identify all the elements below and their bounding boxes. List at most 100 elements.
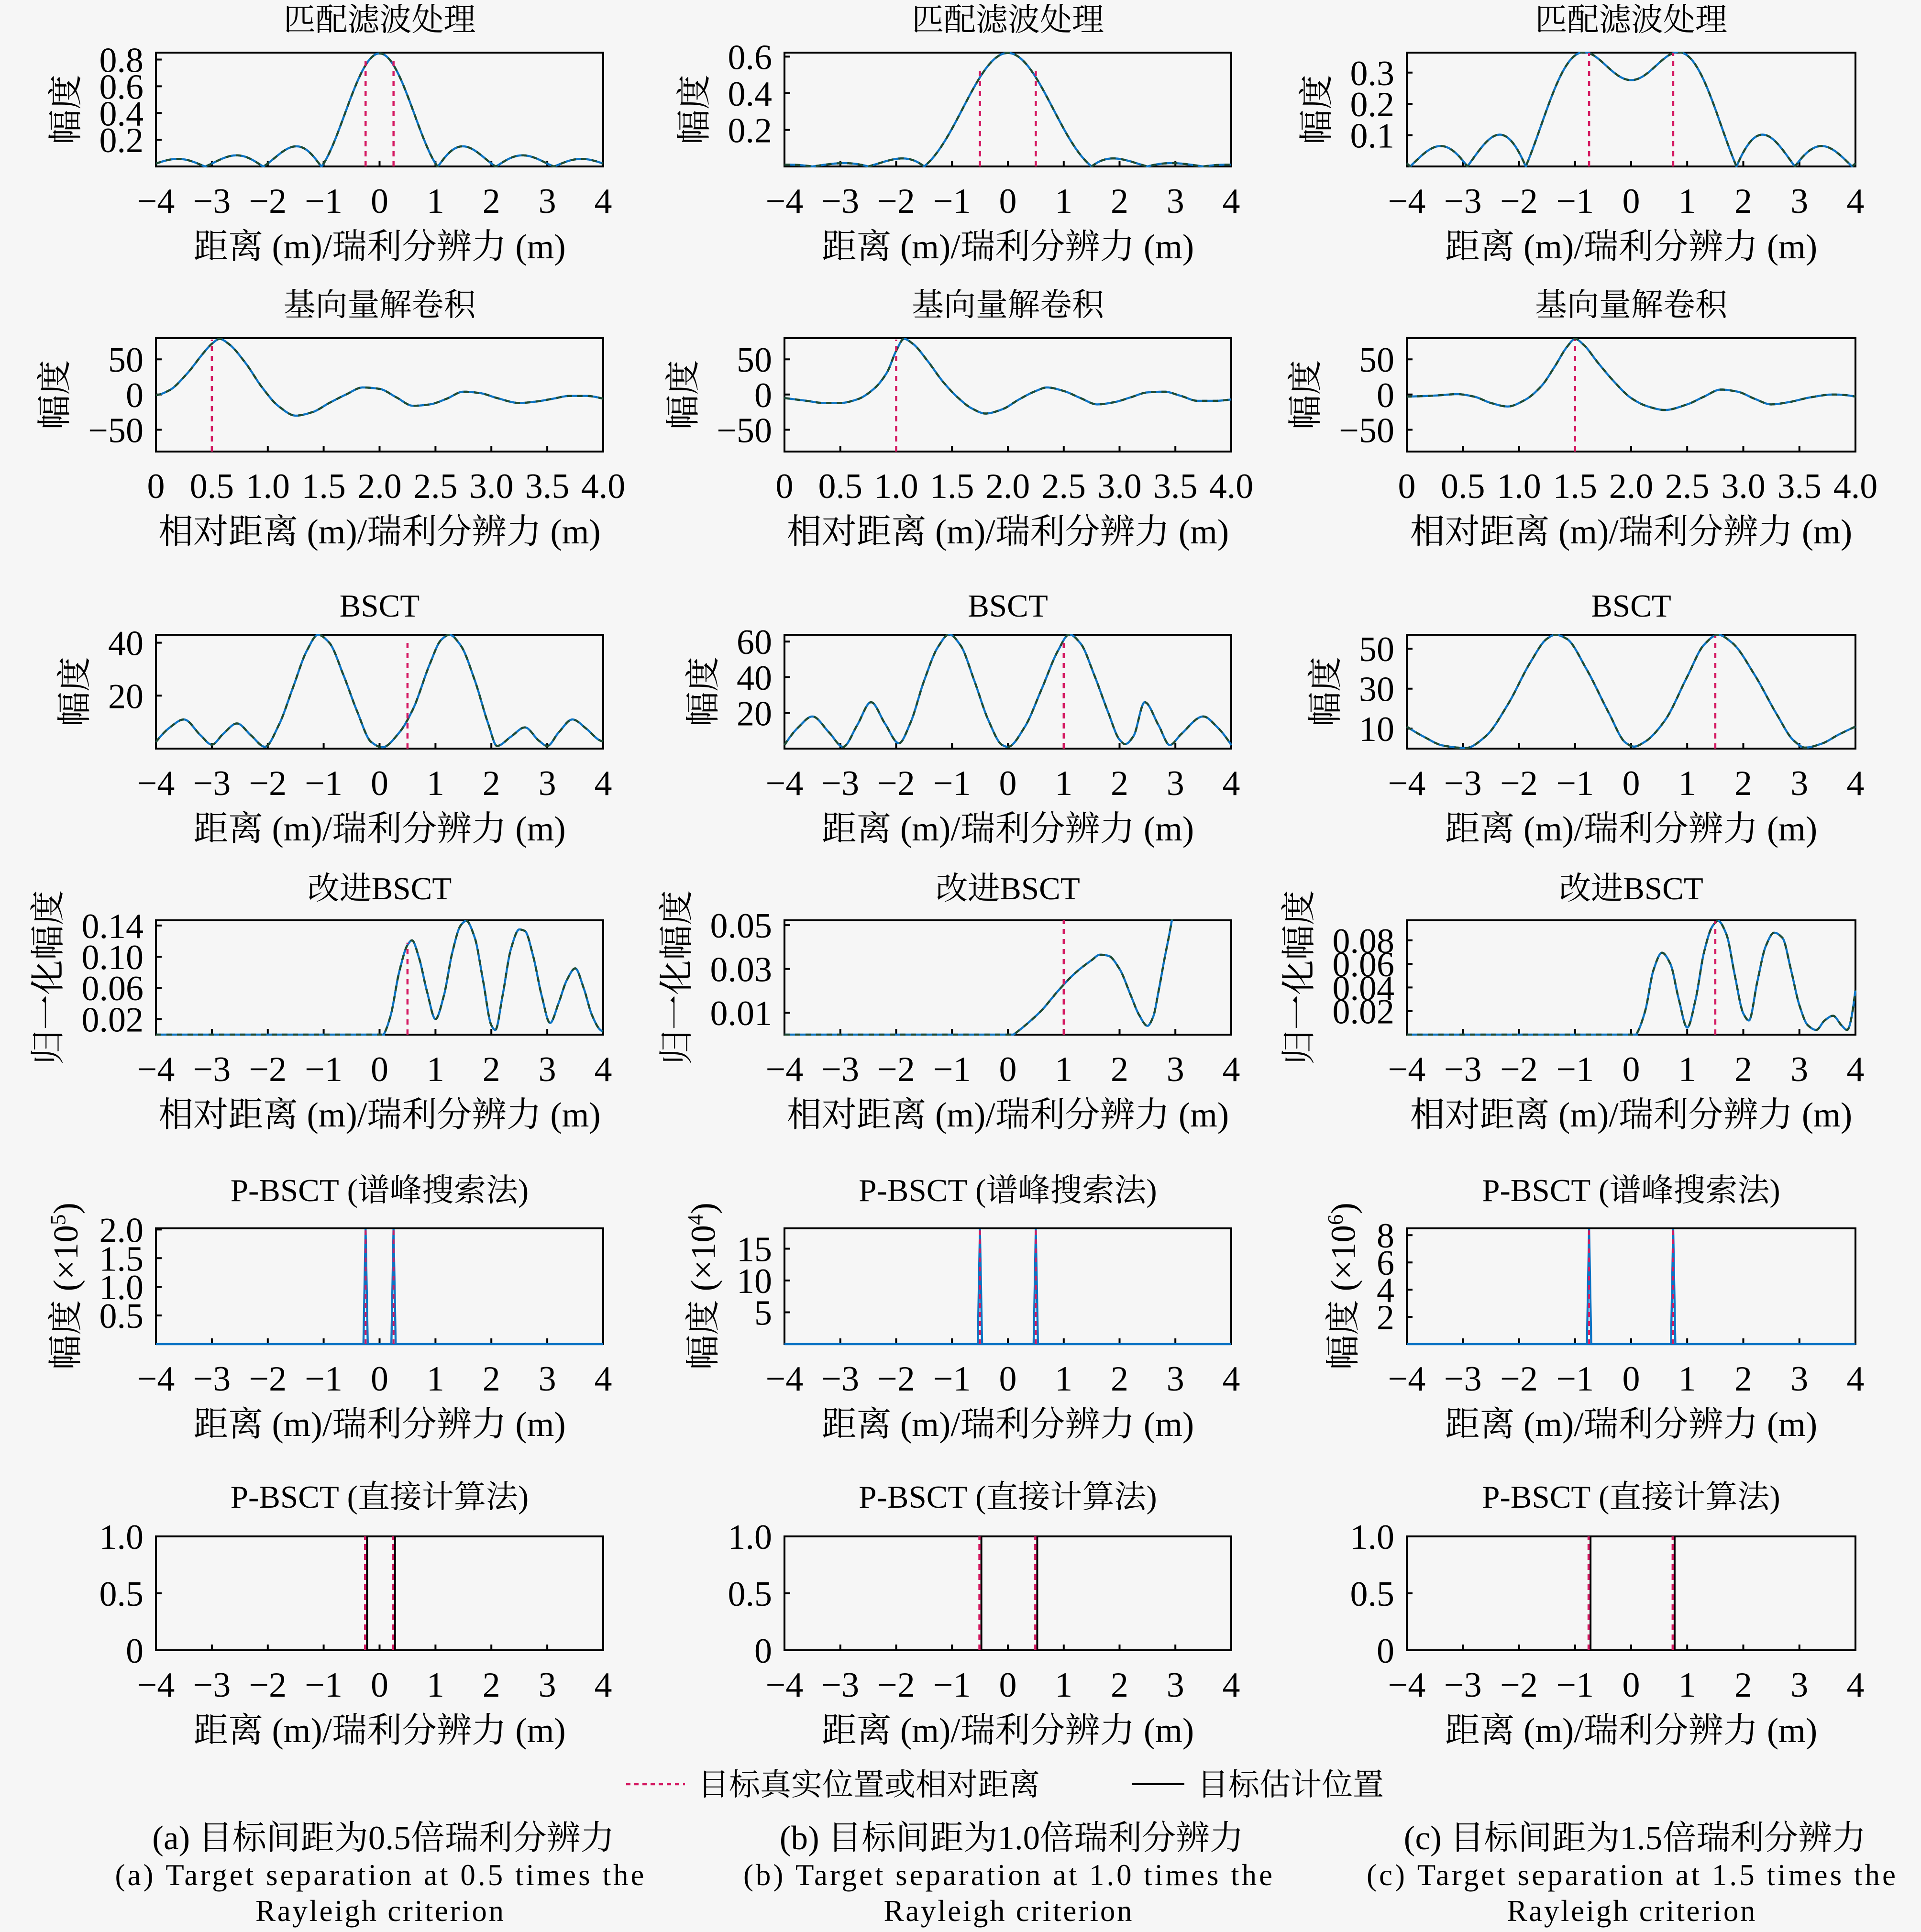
svg-text:2.0: 2.0 <box>1609 467 1654 506</box>
svg-text:(m): (m) <box>1135 1405 1194 1444</box>
svg-text:(m): (m) <box>1793 512 1853 551</box>
svg-text:Rayleigh criterion: Rayleigh criterion <box>884 1894 1132 1928</box>
svg-text:(m): (m) <box>507 809 566 848</box>
svg-text:(m): (m) <box>507 1405 566 1444</box>
svg-text:−4: −4 <box>766 1666 804 1705</box>
svg-text:−1: −1 <box>1556 764 1594 803</box>
svg-text:−4: −4 <box>766 1359 804 1399</box>
svg-text:−1: −1 <box>305 1359 342 1399</box>
svg-text:−1: −1 <box>933 764 971 803</box>
svg-text:0: 0 <box>371 182 388 221</box>
svg-text:(m)/: (m)/ <box>1515 227 1584 266</box>
svg-text:(m)/: (m)/ <box>1515 1711 1584 1750</box>
svg-text:4: 4 <box>1223 182 1240 221</box>
svg-text:0.3: 0.3 <box>1350 54 1395 93</box>
svg-text:−3: −3 <box>1444 1666 1482 1705</box>
svg-text:3.0: 3.0 <box>469 467 514 506</box>
svg-text:−1: −1 <box>305 764 342 803</box>
svg-text:): ) <box>684 1203 723 1214</box>
svg-text:(m)/: (m)/ <box>1550 1095 1619 1134</box>
svg-text:−3: −3 <box>1444 764 1482 803</box>
svg-text:0.01: 0.01 <box>710 994 773 1033</box>
svg-text:3: 3 <box>1790 182 1808 221</box>
svg-text:(c) Target separation at 1.5 t: (c) Target separation at 1.5 times the <box>1367 1858 1896 1892</box>
svg-text:0: 0 <box>1623 1359 1640 1399</box>
svg-text:0: 0 <box>1623 1050 1640 1089</box>
svg-text:2: 2 <box>483 1050 500 1089</box>
svg-text:−2: −2 <box>877 1359 915 1399</box>
svg-text:−1: −1 <box>1556 182 1594 221</box>
svg-text:1: 1 <box>1678 1666 1696 1705</box>
svg-text:3: 3 <box>1790 1050 1808 1089</box>
svg-text:0.5: 0.5 <box>818 467 863 506</box>
svg-text:−4: −4 <box>766 764 804 803</box>
svg-text:−1: −1 <box>1556 1666 1594 1705</box>
svg-text:3.0: 3.0 <box>1721 467 1766 506</box>
svg-text:BSCT: BSCT <box>1591 588 1671 624</box>
svg-text:−3: −3 <box>821 1359 859 1399</box>
svg-text:4: 4 <box>595 1050 612 1089</box>
svg-text:2: 2 <box>483 1666 500 1705</box>
svg-text:−3: −3 <box>193 1050 231 1089</box>
svg-text:−4: −4 <box>1388 1666 1426 1705</box>
svg-text:0: 0 <box>1377 376 1394 415</box>
svg-text:0: 0 <box>1377 1632 1394 1671</box>
svg-text:3.5: 3.5 <box>1153 467 1198 506</box>
svg-text:1: 1 <box>427 1050 444 1089</box>
svg-text:10: 10 <box>737 1262 772 1301</box>
svg-text:−2: −2 <box>1500 1359 1538 1399</box>
svg-text:(b) Target separation at 1.0 t: (b) Target separation at 1.0 times the <box>743 1858 1272 1892</box>
svg-text:): ) <box>1146 1173 1157 1208</box>
svg-text:1: 1 <box>427 182 444 221</box>
svg-text:2.0: 2.0 <box>99 1211 144 1250</box>
svg-text:1: 1 <box>1678 1050 1696 1089</box>
svg-text:1.0: 1.0 <box>728 1518 773 1557</box>
svg-text:1.0: 1.0 <box>99 1268 144 1307</box>
svg-text:−2: −2 <box>1500 764 1538 803</box>
svg-text:3: 3 <box>1790 1359 1808 1399</box>
svg-text:P-BSCT (: P-BSCT ( <box>859 1479 986 1515</box>
svg-text:−50: −50 <box>717 411 772 450</box>
svg-text:): ) <box>46 1203 85 1214</box>
svg-text:(m)/: (m)/ <box>1515 1405 1584 1444</box>
svg-text:0: 0 <box>126 1632 144 1671</box>
svg-text:4: 4 <box>1223 1666 1240 1705</box>
svg-text:(m)/: (m)/ <box>892 809 961 848</box>
svg-text:−2: −2 <box>877 764 915 803</box>
svg-text:4.0: 4.0 <box>1209 467 1254 506</box>
svg-text:2: 2 <box>1734 1666 1752 1705</box>
svg-text:3: 3 <box>1790 1666 1808 1705</box>
svg-text:60: 60 <box>737 623 772 662</box>
svg-text:1: 1 <box>427 1666 444 1705</box>
svg-text:−3: −3 <box>1444 1050 1482 1089</box>
svg-text:2.5: 2.5 <box>1042 467 1086 506</box>
svg-text:−2: −2 <box>249 1359 287 1399</box>
svg-text:(m): (m) <box>1758 809 1818 848</box>
svg-text:−3: −3 <box>821 764 859 803</box>
svg-text:(m)/: (m)/ <box>892 227 961 266</box>
svg-text:−1: −1 <box>305 182 342 221</box>
svg-text:0: 0 <box>371 1666 388 1705</box>
svg-text:0: 0 <box>754 1632 772 1671</box>
svg-text:0.5: 0.5 <box>190 467 234 506</box>
svg-text:4: 4 <box>595 1359 612 1399</box>
svg-text:−1: −1 <box>933 1050 971 1089</box>
svg-text:4: 4 <box>1223 1050 1240 1089</box>
svg-text:0: 0 <box>126 376 144 415</box>
svg-text:0.4: 0.4 <box>728 75 773 114</box>
svg-text:1.0: 1.0 <box>1350 1518 1395 1557</box>
svg-text:1.0: 1.0 <box>874 467 918 506</box>
svg-text:−4: −4 <box>1388 764 1426 803</box>
svg-text:0.5: 0.5 <box>728 1575 773 1614</box>
svg-text:0.08: 0.08 <box>1333 922 1395 961</box>
svg-text:0: 0 <box>999 1359 1017 1399</box>
svg-text:2.5: 2.5 <box>1665 467 1710 506</box>
svg-text:−4: −4 <box>766 1050 804 1089</box>
svg-text:0.02: 0.02 <box>1333 993 1395 1032</box>
svg-text:2: 2 <box>1734 1050 1752 1089</box>
svg-text:): ) <box>518 1479 529 1515</box>
svg-text:(m)/: (m)/ <box>927 512 996 551</box>
svg-text:(m): (m) <box>1170 512 1229 551</box>
svg-text:2.0: 2.0 <box>986 467 1030 506</box>
svg-text:50: 50 <box>1359 341 1394 380</box>
